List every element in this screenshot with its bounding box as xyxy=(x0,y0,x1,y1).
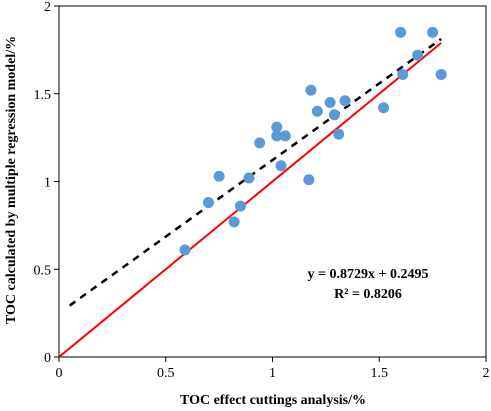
r-squared-label: R² = 0.8206 xyxy=(334,287,402,302)
data-point xyxy=(254,137,266,149)
data-point xyxy=(179,244,191,256)
y-tick-label: 0.5 xyxy=(34,263,52,278)
data-point xyxy=(339,95,351,107)
data-point xyxy=(228,216,240,228)
data-point xyxy=(378,102,390,114)
data-point xyxy=(328,109,340,121)
data-point xyxy=(271,130,283,142)
x-tick-label: 2 xyxy=(483,366,490,381)
data-point xyxy=(397,68,409,80)
trendline xyxy=(68,37,442,307)
data-point xyxy=(333,128,345,140)
data-point xyxy=(324,97,336,109)
x-tick-label: 0 xyxy=(56,366,63,381)
y-tick-label: 1.5 xyxy=(34,88,52,103)
data-points xyxy=(179,26,447,256)
data-point xyxy=(213,170,225,182)
data-point xyxy=(275,160,287,172)
identity-line xyxy=(58,42,442,358)
data-point xyxy=(305,84,317,96)
x-tick-label: 0.5 xyxy=(157,366,175,381)
data-point xyxy=(311,105,323,117)
y-tick-label: 2 xyxy=(44,0,51,15)
x-axis-title: TOC effect cuttings analysis/% xyxy=(180,393,366,408)
data-point xyxy=(427,26,439,38)
data-point xyxy=(243,172,255,184)
x-axis-ticks: 0 0.5 1 1.5 2 xyxy=(56,357,490,381)
data-point xyxy=(412,49,424,61)
data-point xyxy=(202,197,214,209)
trendline-equation: y = 0.8729x + 0.2495 xyxy=(308,267,429,282)
chart-lines xyxy=(58,37,442,358)
data-point xyxy=(271,121,283,133)
y-axis-ticks: 0 0.5 1 1.5 2 xyxy=(34,0,59,366)
y-tick-label: 0 xyxy=(44,351,51,366)
data-point xyxy=(435,68,447,80)
data-point xyxy=(279,130,291,142)
data-point xyxy=(395,26,407,38)
data-point xyxy=(234,200,246,212)
data-point xyxy=(303,174,315,186)
y-axis-title: TOC calculated by multiple regression mo… xyxy=(4,36,19,324)
x-tick-label: 1.5 xyxy=(371,366,389,381)
y-tick-label: 1 xyxy=(44,176,51,191)
x-tick-label: 1 xyxy=(269,366,276,381)
